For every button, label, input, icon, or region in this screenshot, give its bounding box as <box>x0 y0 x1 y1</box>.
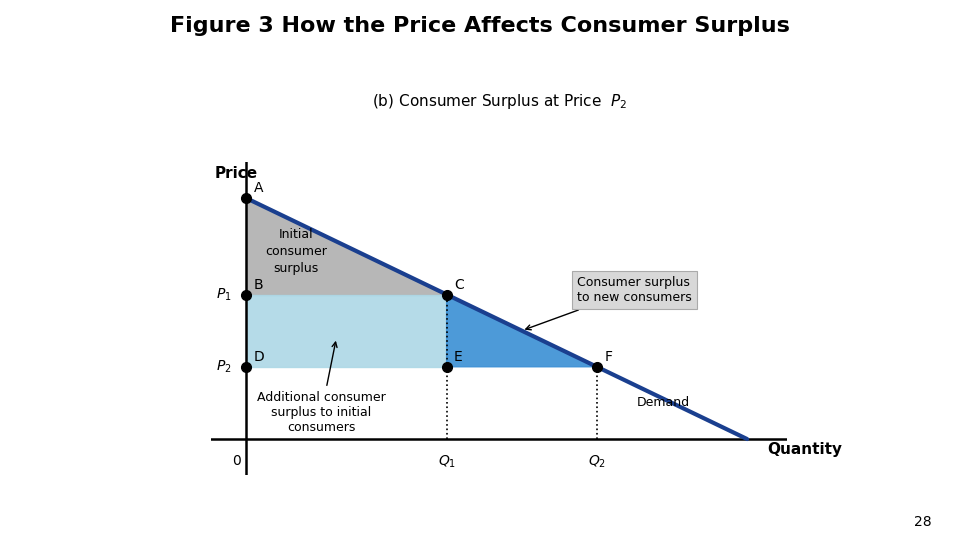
Text: Figure 3 How the Price Affects Consumer Surplus: Figure 3 How the Price Affects Consumer … <box>170 16 790 36</box>
Text: Additional consumer
surplus to initial
consumers: Additional consumer surplus to initial c… <box>257 342 386 434</box>
Text: C: C <box>454 278 464 292</box>
Text: $P_1$: $P_1$ <box>216 286 231 303</box>
Polygon shape <box>247 198 446 294</box>
Text: $Q_1$: $Q_1$ <box>438 454 456 470</box>
Text: Quantity: Quantity <box>767 442 842 457</box>
Text: Initial
consumer
surplus: Initial consumer surplus <box>265 228 327 275</box>
Text: 0: 0 <box>232 454 241 468</box>
Text: F: F <box>605 350 612 365</box>
Polygon shape <box>446 294 597 367</box>
Text: Demand: Demand <box>636 396 690 409</box>
Text: $P_2$: $P_2$ <box>216 359 231 375</box>
Text: A: A <box>253 180 263 194</box>
Text: (b) Consumer Surplus at Price  $P_2$: (b) Consumer Surplus at Price $P_2$ <box>372 92 627 111</box>
Text: 28: 28 <box>914 515 931 529</box>
Polygon shape <box>247 294 446 367</box>
Text: $Q_2$: $Q_2$ <box>588 454 606 470</box>
Text: B: B <box>253 278 263 292</box>
Text: Price: Price <box>215 166 258 181</box>
Text: E: E <box>454 350 463 365</box>
Text: Consumer surplus
to new consumers: Consumer surplus to new consumers <box>526 276 691 330</box>
Text: D: D <box>253 350 265 365</box>
